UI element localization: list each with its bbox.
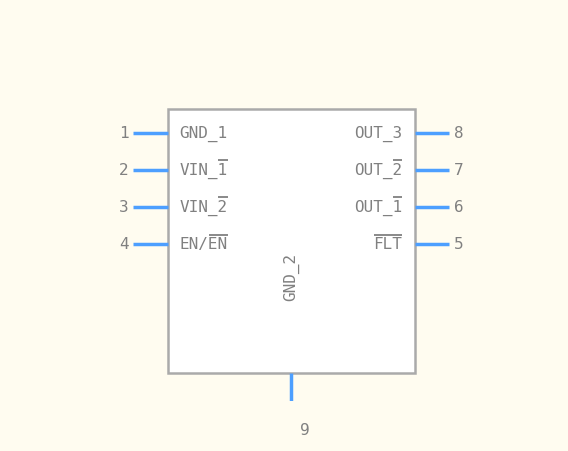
Text: GND_2: GND_2 [283,253,299,300]
Text: OUT_2: OUT_2 [354,162,403,179]
Text: 2: 2 [119,163,128,178]
Text: 6: 6 [454,200,463,215]
Text: 8: 8 [454,126,463,141]
Text: OUT_3: OUT_3 [354,125,403,142]
Text: 7: 7 [454,163,463,178]
Text: 9: 9 [300,422,310,437]
Text: 5: 5 [454,237,463,252]
Text: VIN_2: VIN_2 [179,199,228,216]
Text: VIN_1: VIN_1 [179,162,228,179]
Text: 1: 1 [119,126,128,141]
Text: FLT: FLT [374,237,403,252]
Text: 3: 3 [119,200,128,215]
Text: EN/EN: EN/EN [179,237,228,252]
Text: OUT_1: OUT_1 [354,199,403,216]
Text: 4: 4 [119,237,128,252]
Text: GND_1: GND_1 [179,125,228,142]
Bar [168,110,415,373]
